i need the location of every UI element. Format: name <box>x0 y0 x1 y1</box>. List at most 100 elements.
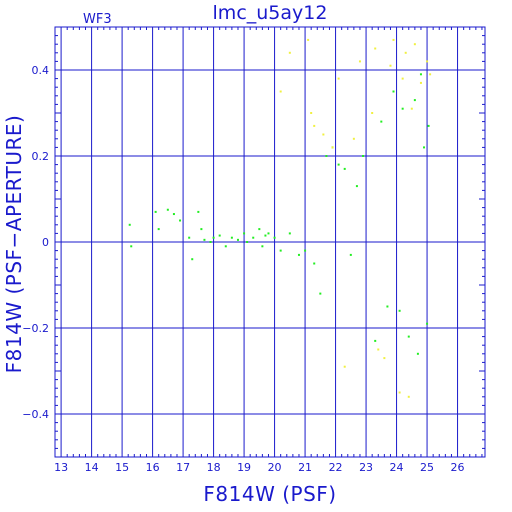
x-tick-label: 26 <box>451 461 465 474</box>
data-point <box>279 90 282 93</box>
x-tick-label: 25 <box>420 461 434 474</box>
data-point <box>252 236 255 239</box>
data-point <box>203 238 206 241</box>
data-point <box>343 167 346 170</box>
data-point <box>337 163 340 166</box>
data-point <box>258 228 261 231</box>
data-point <box>325 155 328 157</box>
data-point <box>224 245 227 248</box>
data-point <box>166 208 169 211</box>
data-points <box>128 38 432 398</box>
data-point <box>236 238 239 241</box>
data-point <box>288 232 291 235</box>
axis-ticks <box>54 26 485 458</box>
data-point <box>377 348 380 351</box>
data-point <box>404 51 407 54</box>
y-tick-label: 0.4 <box>32 64 50 77</box>
data-point <box>380 120 383 123</box>
x-axis-label: F814W (PSF) <box>203 482 336 506</box>
x-tick-label: 19 <box>237 461 251 474</box>
x-tick-label: 21 <box>298 461 312 474</box>
data-point <box>218 234 221 237</box>
data-point <box>371 112 374 114</box>
data-point <box>246 241 249 243</box>
data-point <box>413 99 416 102</box>
data-point <box>267 232 270 235</box>
data-point <box>212 236 215 239</box>
x-tick-label: 24 <box>390 461 404 474</box>
data-point <box>179 219 182 222</box>
x-tick-label: 14 <box>85 461 99 474</box>
y-tick-label: −0.4 <box>22 408 49 421</box>
data-point <box>154 210 157 213</box>
data-point <box>389 64 392 67</box>
data-point <box>426 322 429 325</box>
x-tick-label: 22 <box>329 461 343 474</box>
data-point <box>392 38 395 41</box>
data-point <box>374 339 377 342</box>
data-point <box>288 51 291 54</box>
data-point <box>128 223 131 226</box>
data-point <box>416 352 419 355</box>
data-point <box>130 245 133 248</box>
y-tick-label: −0.2 <box>22 322 49 335</box>
data-point <box>407 395 410 398</box>
data-point <box>386 305 389 308</box>
data-point <box>331 146 334 149</box>
data-point <box>429 73 432 76</box>
data-point <box>243 232 246 235</box>
data-point <box>230 236 233 239</box>
data-point <box>398 309 401 312</box>
data-point <box>191 258 194 261</box>
data-point <box>407 335 410 338</box>
data-point <box>313 262 316 265</box>
data-point <box>279 249 282 252</box>
x-tick-label: 23 <box>359 461 373 474</box>
y-tick-label: 0 <box>42 236 49 249</box>
data-point <box>273 236 276 239</box>
data-point <box>319 292 322 295</box>
x-tick-label: 15 <box>115 461 129 474</box>
x-tick-label: 17 <box>176 461 190 474</box>
data-point <box>413 43 416 46</box>
chip-label: WF3 <box>83 12 112 27</box>
data-point <box>261 245 264 248</box>
data-point <box>401 77 404 80</box>
data-point <box>197 210 200 213</box>
data-point <box>352 137 355 140</box>
data-point <box>307 38 310 41</box>
data-point <box>419 81 422 84</box>
x-tick-label: 18 <box>207 461 221 474</box>
data-point <box>427 124 430 127</box>
data-point <box>398 391 401 394</box>
data-point <box>172 213 175 216</box>
data-point <box>264 234 267 237</box>
data-point <box>313 124 316 127</box>
data-point <box>355 185 358 188</box>
data-point <box>337 77 340 80</box>
x-tick-label: 16 <box>146 461 160 474</box>
data-point <box>322 133 325 136</box>
data-point <box>401 107 404 110</box>
chart-title: lmc_u5ay12 <box>213 2 328 24</box>
x-tick-label: 20 <box>268 461 282 474</box>
data-point <box>392 90 395 93</box>
data-point <box>349 253 352 256</box>
data-point <box>297 253 300 256</box>
plot-grid <box>55 27 485 457</box>
data-point <box>304 249 307 252</box>
y-tick-label: 0.2 <box>32 150 50 163</box>
data-point <box>383 357 386 360</box>
x-tick-label: 13 <box>54 461 68 474</box>
plot-frame <box>54 26 486 458</box>
data-point <box>188 236 191 239</box>
y-axis-label: F814W (PSF−APERTURE) <box>2 115 26 374</box>
data-point <box>426 60 429 63</box>
data-point <box>362 155 365 157</box>
data-point <box>419 73 422 76</box>
data-point <box>358 60 361 63</box>
data-point <box>310 112 313 114</box>
data-point <box>410 107 413 110</box>
data-point <box>209 241 212 243</box>
